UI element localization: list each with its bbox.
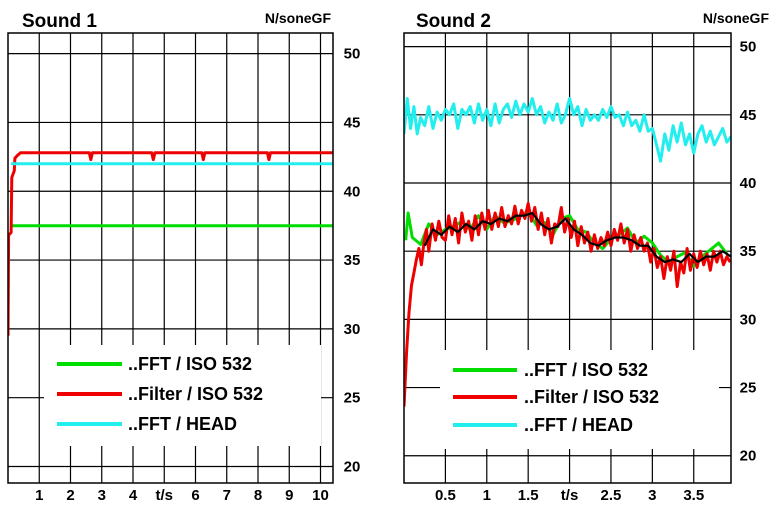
- y-tick-label: 20: [740, 448, 757, 465]
- legend-label: ..Filter / ISO 532: [128, 384, 263, 404]
- chart-title: Sound 1: [22, 11, 97, 32]
- chart-title: Sound 2: [416, 11, 491, 32]
- legend-label: ..FFT / HEAD: [128, 414, 237, 434]
- legend-background: [440, 350, 719, 449]
- x-tick-label: 1: [483, 487, 491, 504]
- y-tick-label: 25: [344, 390, 361, 407]
- series-group: [8, 151, 333, 336]
- x-tick-label: 1: [35, 487, 43, 504]
- x-tick-label: 2.5: [601, 487, 622, 504]
- plot-frame: [7, 32, 334, 484]
- x-tick-label: t/s: [561, 487, 579, 504]
- x-tick-label: 9: [285, 487, 293, 504]
- y-tick-label: 35: [344, 252, 361, 269]
- x-tick-label: 0.5: [435, 487, 456, 504]
- unit-label: N/soneGF: [265, 10, 332, 26]
- y-tick-label: 30: [344, 321, 361, 338]
- x-tick-label: 6: [191, 487, 199, 504]
- x-tick-label: 3.5: [683, 487, 704, 504]
- x-tick-label: 8: [254, 487, 262, 504]
- x-tick-label: 1.5: [518, 487, 539, 504]
- x-tick-label: 4: [129, 487, 138, 504]
- y-tick-label: 35: [740, 243, 757, 260]
- x-tick-label: 2: [66, 487, 74, 504]
- y-tick-label: 40: [740, 175, 757, 192]
- legend-label: ..FFT / ISO 532: [128, 354, 252, 374]
- x-tick-label: t/s: [155, 487, 173, 504]
- x-tick-label: 3: [648, 487, 656, 504]
- plot-frame: [403, 32, 732, 484]
- y-tick-label: 25: [740, 380, 757, 397]
- legend-label: ..FFT / HEAD: [524, 415, 633, 435]
- series-line-average: [423, 211, 731, 264]
- series-line-filter-iso-532: [8, 151, 333, 336]
- x-tick-label: 7: [223, 487, 231, 504]
- y-tick-label: 40: [344, 183, 361, 200]
- y-tick-label: 45: [740, 107, 757, 124]
- y-tick-label: 45: [344, 114, 361, 131]
- y-tick-label: 30: [740, 311, 757, 328]
- x-tick-label: 10: [312, 487, 329, 504]
- legend-label: ..FFT / ISO 532: [524, 360, 648, 380]
- series-group: [404, 97, 731, 407]
- y-tick-label: 50: [344, 46, 361, 63]
- legend: ..FFT / ISO 532 ..Filter / ISO 532 ..FFT /…: [44, 345, 321, 446]
- legend-label: ..Filter / ISO 532: [524, 387, 659, 407]
- panel-sound-1: Sound 1 N/soneGF 1 2 3 4 t/s 6 7 8 9 10 20 25 30 35 40 45…: [7, 10, 361, 504]
- x-tick-label: 3: [98, 487, 106, 504]
- unit-label: N/soneGF: [703, 10, 770, 26]
- y-tick-label: 20: [344, 458, 361, 475]
- panel-sound-2: Sound 2 N/soneGF 0.5 1 1.5 t/s 2.5 3 3.5 20 25 30 35…: [403, 10, 770, 504]
- y-tick-label: 50: [740, 39, 757, 56]
- legend: ..FFT / ISO 532 ..Filter / ISO 532 ..FFT /…: [440, 350, 719, 449]
- series-line-fft-head: [404, 97, 731, 163]
